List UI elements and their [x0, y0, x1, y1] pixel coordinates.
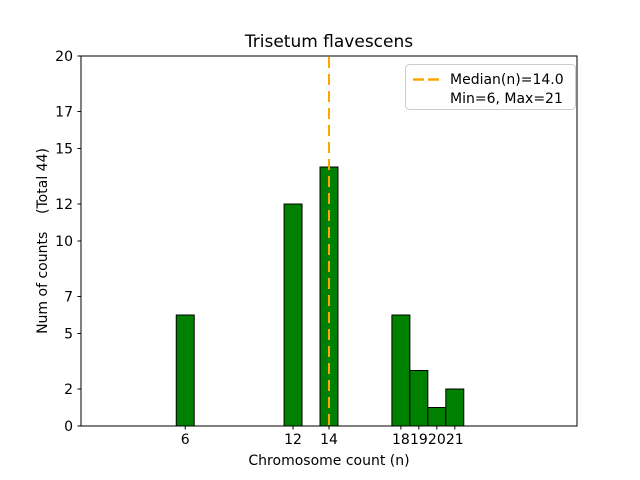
x-axis-label: Chromosome count (n): [248, 453, 409, 469]
bar-n-19: [409, 370, 429, 427]
x-tick-label-6: 6: [181, 432, 190, 448]
y-tick-label-10: 10: [55, 234, 73, 250]
bar-n-21: [445, 388, 465, 427]
bar-n-20: [427, 407, 447, 427]
y-tick-label-12: 12: [55, 197, 73, 213]
x-tick-label-14: 14: [320, 432, 338, 448]
y-tick-label-17: 17: [55, 105, 73, 121]
x-tick-label-21: 21: [446, 432, 464, 448]
y-tick-label-15: 15: [55, 142, 73, 158]
x-tick-label-19: 19: [410, 432, 428, 448]
y-tick-label-0: 0: [64, 419, 73, 435]
bar-n-18: [391, 314, 411, 427]
legend-entry-median: Median(n)=14.0: [450, 72, 564, 88]
y-tick-label-20: 20: [55, 49, 73, 65]
plot-border: [80, 55, 578, 427]
bars-layer: [175, 166, 465, 427]
x-tick-label-20: 20: [428, 432, 446, 448]
y-tick-label-5: 5: [64, 327, 73, 343]
y-tick-label-2: 2: [64, 382, 73, 398]
y-tick-label-7: 7: [64, 290, 73, 306]
chart-title: Trisetum flavescens: [244, 32, 413, 52]
y-axis-label: Num of counts (Total 44): [35, 148, 51, 334]
legend-entry-minmax: Min=6, Max=21: [450, 91, 563, 107]
x-tick-label-12: 12: [284, 432, 302, 448]
legend-box: [405, 64, 576, 110]
legend: Median(n)=14.0 Min=6, Max=21: [405, 64, 576, 110]
x-tick-label-18: 18: [392, 432, 410, 448]
bar-n-6: [175, 314, 195, 427]
bar-n-12: [283, 203, 303, 427]
